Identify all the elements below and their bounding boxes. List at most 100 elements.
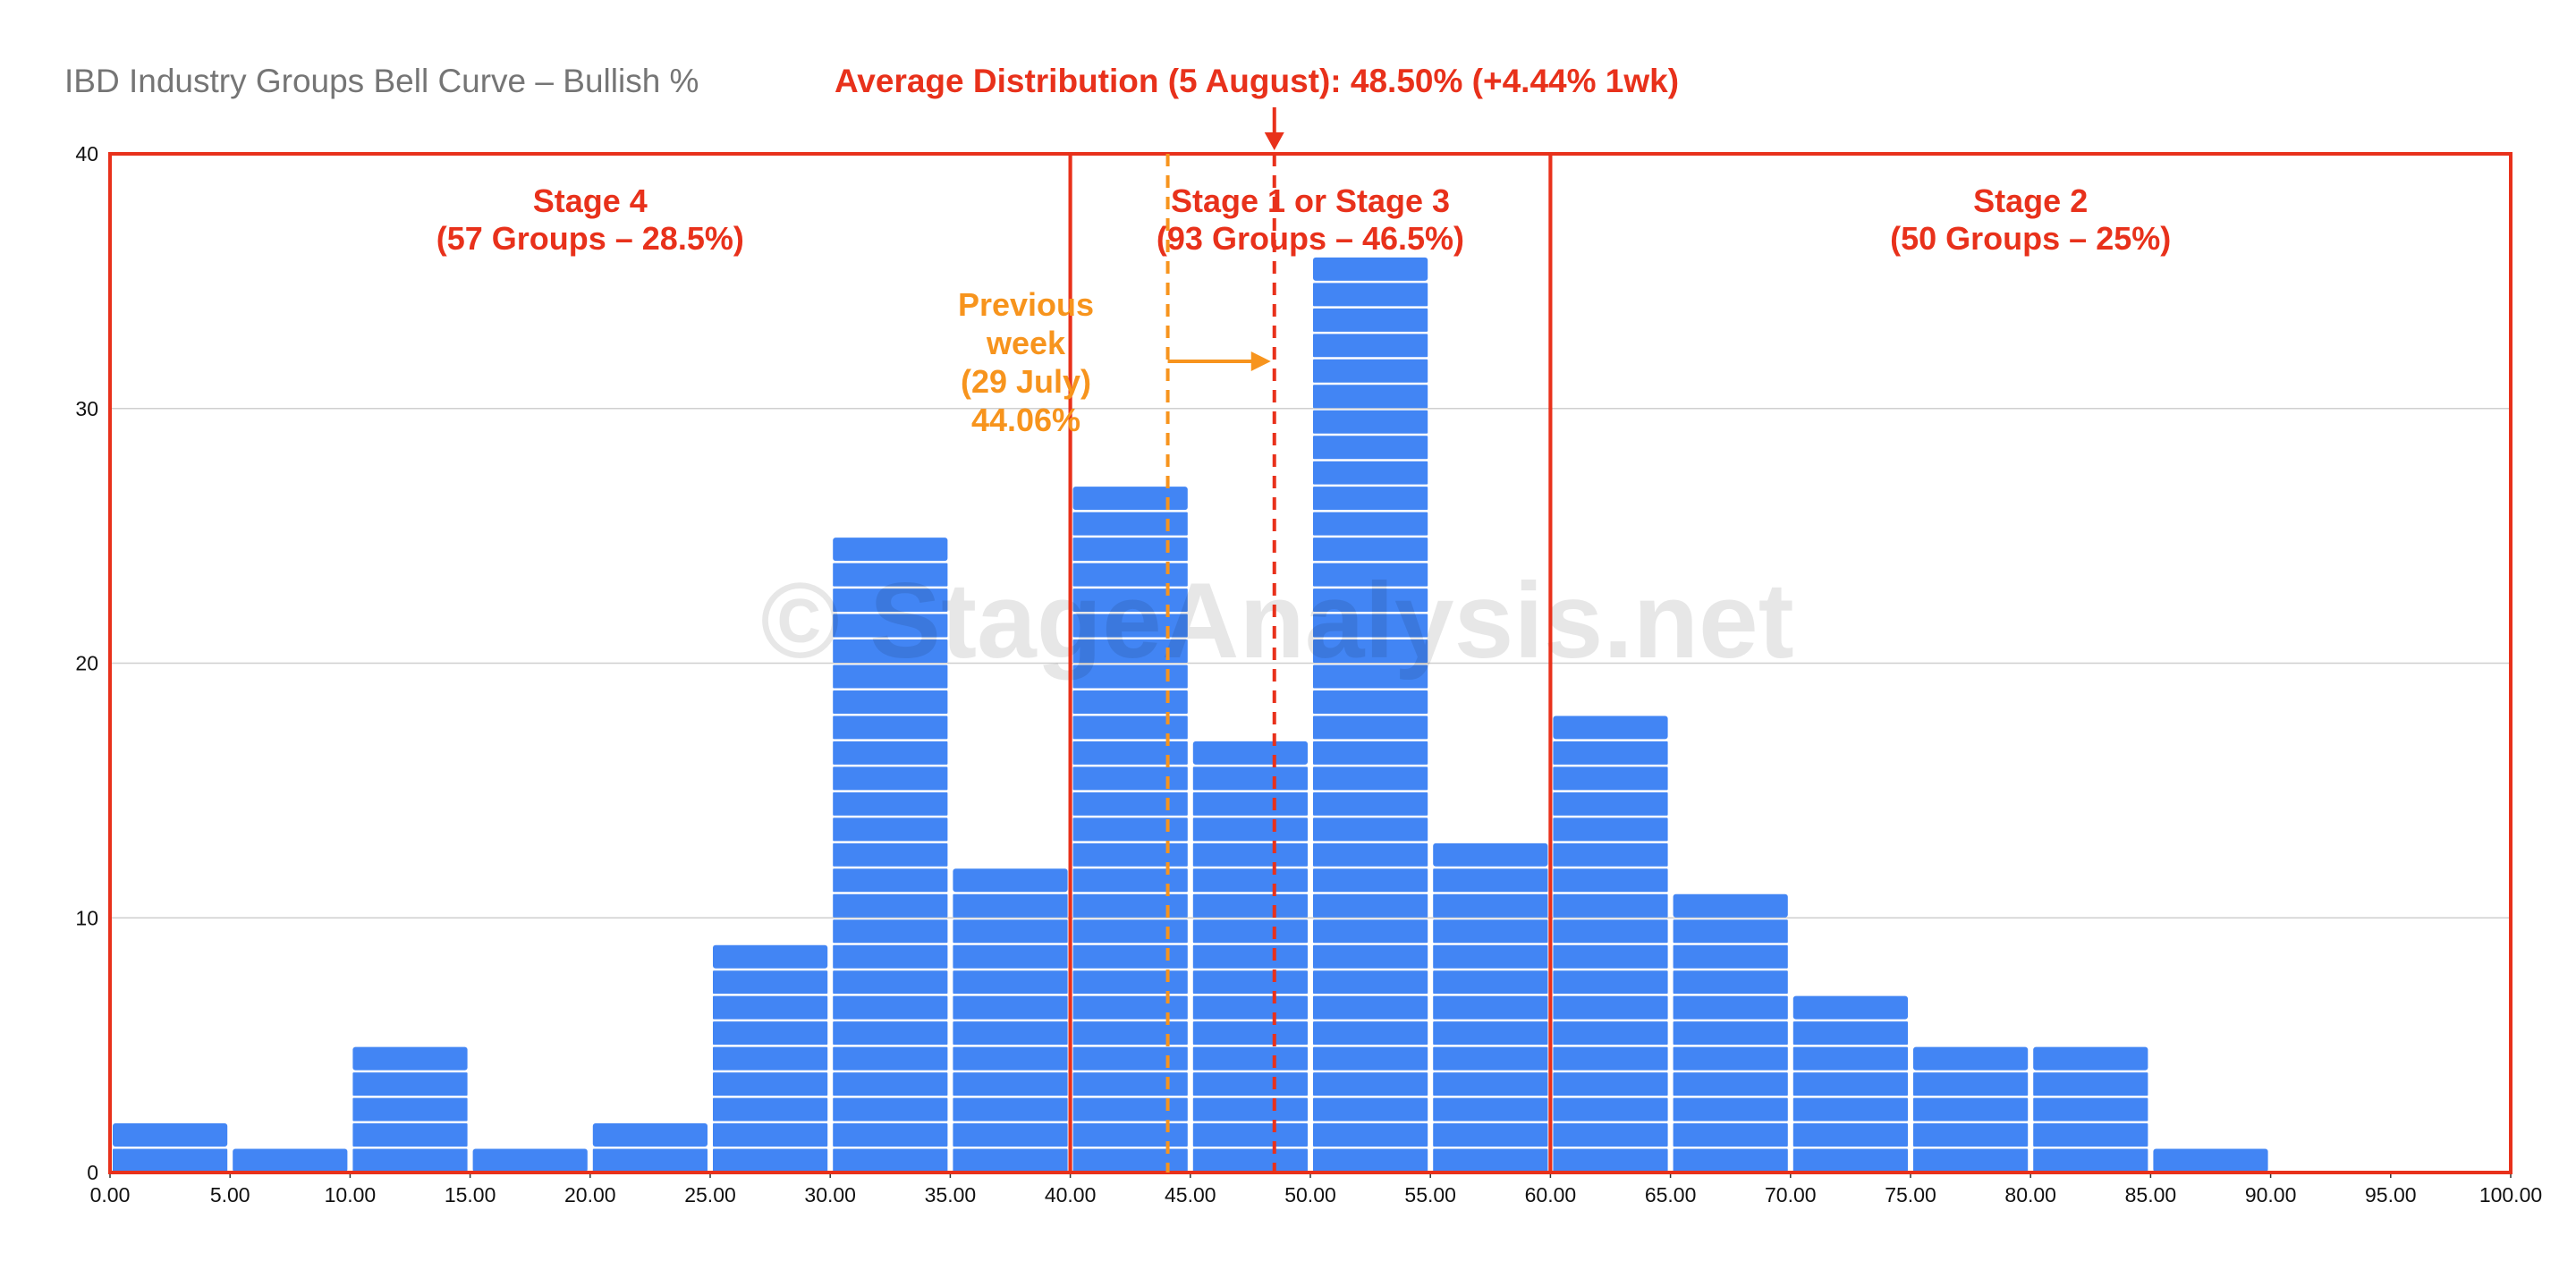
watermark-text: © StageAnalysis.net bbox=[760, 561, 1793, 681]
x-tick-label: 100.00 bbox=[2479, 1183, 2542, 1206]
bar-block bbox=[1192, 995, 1308, 1020]
y-tick-label: 10 bbox=[75, 906, 98, 929]
x-tick-label: 45.00 bbox=[1165, 1183, 1216, 1206]
bar-block bbox=[1313, 639, 1428, 663]
bar-block bbox=[1792, 1021, 1908, 1046]
bar-block bbox=[1553, 893, 1668, 918]
bar-block bbox=[1072, 842, 1188, 867]
x-tick-label: 65.00 bbox=[1645, 1183, 1697, 1206]
bar-70 bbox=[1792, 995, 1908, 1173]
bar-block bbox=[1433, 1072, 1548, 1096]
bar-block bbox=[1553, 868, 1668, 893]
bar-block bbox=[1313, 715, 1428, 740]
chart-title: IBD Industry Groups Bell Curve – Bullish… bbox=[64, 63, 699, 99]
bar-block bbox=[1673, 893, 1788, 918]
bar-block bbox=[352, 1097, 468, 1122]
zone-subtitle: (93 Groups – 46.5%) bbox=[1157, 220, 1464, 257]
previous-week-label: week bbox=[986, 325, 1066, 361]
bar-block bbox=[1313, 842, 1428, 867]
bar-block bbox=[953, 893, 1068, 918]
bar-block bbox=[1192, 919, 1308, 944]
bar-block bbox=[953, 1072, 1068, 1096]
bar-block bbox=[833, 715, 948, 740]
y-tick-label: 30 bbox=[75, 397, 98, 420]
bar-block bbox=[1192, 817, 1308, 842]
bar-block bbox=[1553, 766, 1668, 791]
bar-block bbox=[1792, 1123, 1908, 1147]
average-arrow-head bbox=[1264, 132, 1284, 150]
bar-block bbox=[1192, 792, 1308, 816]
bar-block bbox=[1072, 1097, 1188, 1122]
bar-block bbox=[1313, 283, 1428, 307]
bar-block bbox=[1192, 1097, 1308, 1122]
x-tick-label: 40.00 bbox=[1045, 1183, 1097, 1206]
x-tick-label: 20.00 bbox=[564, 1183, 616, 1206]
bar-block bbox=[1433, 1046, 1548, 1071]
bar-block bbox=[833, 639, 948, 663]
bar-block bbox=[1313, 257, 1428, 281]
bar-75 bbox=[1913, 1046, 2029, 1173]
bar-block bbox=[1313, 995, 1428, 1020]
bar-5 bbox=[233, 1148, 348, 1173]
bar-block bbox=[1313, 512, 1428, 536]
bar-block bbox=[472, 1148, 588, 1173]
zone-title: Stage 4 bbox=[533, 182, 648, 219]
bar-block bbox=[1072, 868, 1188, 893]
bar-block bbox=[833, 588, 948, 613]
bar-block bbox=[1072, 741, 1188, 765]
bar-block bbox=[1913, 1148, 2029, 1173]
average-distribution-label: Average Distribution (5 August): 48.50% … bbox=[835, 63, 1679, 99]
bar-block bbox=[1673, 944, 1788, 969]
bar-block bbox=[1313, 817, 1428, 842]
bar-block bbox=[1433, 995, 1548, 1020]
bar-block bbox=[833, 1148, 948, 1173]
zone-title: Stage 1 or Stage 3 bbox=[1171, 182, 1450, 219]
bar-block bbox=[1673, 970, 1788, 995]
bar-15 bbox=[472, 1148, 588, 1173]
bar-block bbox=[1192, 1046, 1308, 1071]
bar-block bbox=[1192, 1123, 1308, 1147]
bar-block bbox=[1072, 512, 1188, 536]
bar-block bbox=[1313, 665, 1428, 689]
bar-block bbox=[1553, 1072, 1668, 1096]
bar-block bbox=[1072, 665, 1188, 689]
previous-week-label: (29 July) bbox=[961, 363, 1091, 400]
bar-block bbox=[1072, 792, 1188, 816]
zone-subtitle: (50 Groups – 25%) bbox=[1890, 220, 2171, 257]
x-tick-label: 95.00 bbox=[2365, 1183, 2417, 1206]
bar-block bbox=[113, 1148, 228, 1173]
bar-block bbox=[1553, 792, 1668, 816]
bar-block bbox=[1673, 1046, 1788, 1071]
bar-block bbox=[953, 995, 1068, 1020]
bar-block bbox=[1072, 1123, 1188, 1147]
bar-block bbox=[1673, 1021, 1788, 1046]
bar-block bbox=[1673, 1097, 1788, 1122]
bar-block bbox=[953, 1123, 1068, 1147]
bar-block bbox=[1913, 1123, 2029, 1147]
bar-block bbox=[1313, 614, 1428, 638]
bar-block bbox=[1313, 410, 1428, 434]
bar-block bbox=[1072, 893, 1188, 918]
bar-block bbox=[1433, 1097, 1548, 1122]
bar-block bbox=[1553, 1148, 1668, 1173]
bar-block bbox=[1673, 995, 1788, 1020]
x-tick-label: 35.00 bbox=[925, 1183, 977, 1206]
x-tick-label: 15.00 bbox=[445, 1183, 496, 1206]
bar-block bbox=[833, 538, 948, 562]
bar-block bbox=[1313, 1097, 1428, 1122]
bar-20 bbox=[592, 1123, 708, 1173]
bar-block bbox=[1313, 1148, 1428, 1173]
bar-block bbox=[1313, 588, 1428, 613]
bar-block bbox=[1313, 538, 1428, 562]
bar-block bbox=[592, 1123, 708, 1147]
bar-block bbox=[713, 995, 828, 1020]
bar-block bbox=[1433, 842, 1548, 867]
bar-block bbox=[2033, 1097, 2148, 1122]
x-tick-label: 25.00 bbox=[684, 1183, 736, 1206]
y-tick-label: 40 bbox=[75, 142, 98, 165]
bar-block bbox=[1072, 766, 1188, 791]
bar-block bbox=[1313, 690, 1428, 714]
x-tick-label: 50.00 bbox=[1284, 1183, 1336, 1206]
bar-block bbox=[953, 1148, 1068, 1173]
bar-block bbox=[833, 690, 948, 714]
